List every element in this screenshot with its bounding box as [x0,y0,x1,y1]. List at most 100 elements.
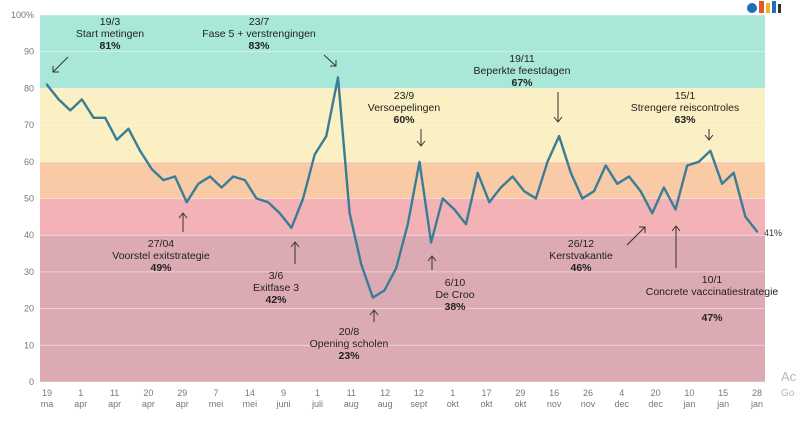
annotation-date: 19/3 [100,16,121,28]
annotation-arrow [52,56,69,73]
x-tick-day: 26 [583,388,593,398]
annotation-reiscontroles: 15/1 Strengere reiscontroles 63% [631,90,739,141]
y-tick-label: 0 [29,377,34,387]
y-tick-label: 100% [11,10,34,20]
data-point [453,208,456,211]
x-tick-day: 29 [515,388,525,398]
annotation-text: Opening scholen [310,338,389,350]
annotation-value: 49% [150,262,172,274]
annotation-date: 26/12 [568,238,594,250]
y-tick-label: 50 [24,194,34,204]
x-tick-month: mei [209,399,224,409]
annotation-de-croo: 6/10 De Croo 38% [427,255,475,313]
annotation-value: 46% [570,262,592,274]
annotation-value: 67% [511,77,533,89]
x-tick-day: 1 [78,388,83,398]
data-point [348,212,351,215]
data-point [430,241,432,244]
y-tick-label: 60 [24,157,34,167]
x-tick-month: okt [514,399,527,409]
data-point [395,267,398,270]
annotation-value: 63% [674,114,696,126]
data-point [674,208,677,211]
x-tick-day: 20 [651,388,661,398]
x-tick-month: dec [615,399,630,409]
data-point [197,182,200,185]
y-tick-label: 70 [24,120,34,130]
x-tick-day: 11 [347,388,356,398]
x-tick-day: 11 [110,388,119,398]
data-point [418,160,421,163]
data-point [115,138,118,141]
x-tick-day: 1 [450,388,455,398]
x-tick-month: apr [74,399,87,409]
data-point [406,223,409,226]
annotation-opening-scholen: 20/8 Opening scholen 23% [310,309,389,362]
annotation-date: 23/9 [394,90,415,102]
data-point [604,164,607,167]
watermark-line2: Go [781,388,795,399]
data-point [243,179,246,182]
annotation-value: 81% [99,40,121,52]
data-point [721,182,723,185]
annotation-date: 10/1 [702,274,723,286]
brand-logo [747,1,781,13]
annotation-value: 38% [444,301,466,313]
x-tick-month: ma [41,399,54,409]
annotation-date: 27/04 [148,238,174,250]
x-tick-month: apr [108,399,121,409]
x-tick-day: 19 [42,388,52,398]
data-point [465,223,467,226]
data-point [313,153,316,156]
annotation-value: 60% [393,114,415,126]
annotation-start-metingen: 19/3 Start metingen 81% [52,16,144,73]
annotation-feestdagen: 19/11 Beperkte feestdagen 67% [474,53,571,123]
x-tick-day: 29 [177,388,187,398]
x-tick-month: dec [648,399,663,409]
data-point [150,168,153,171]
x-tick-month: jan [750,399,763,409]
data-point [534,197,537,200]
data-point [651,212,654,215]
x-tick-day: 28 [752,388,762,398]
annotation-fase5: 23/7 Fase 5 + verstrengingen 83% [202,16,337,67]
data-point [220,186,223,189]
data-point [546,160,549,163]
x-tick-month: nov [547,399,562,409]
x-tick-day: 10 [684,388,694,398]
data-point [488,201,491,204]
annotation-text: Voorstel exitstrategie [112,250,210,262]
x-tick-day: 9 [281,388,286,398]
annotation-date: 3/6 [269,270,284,282]
data-point [337,76,339,79]
data-point [209,175,211,178]
x-tick-day: 16 [549,388,559,398]
annotation-value: 47% [701,312,723,324]
data-point [372,296,374,299]
data-point [686,164,689,167]
data-point [523,190,526,193]
annotation-vaccinatiestrategie: 10/1 Concrete vaccinatiestrategie 47% [646,225,778,324]
x-tick-day: 17 [482,388,492,398]
series-line [45,76,759,299]
x-tick-month: jan [682,399,695,409]
x-tick-day: 1 [315,388,320,398]
y-tick-label: 80 [24,83,34,93]
data-point [69,109,72,112]
data-point [732,171,735,174]
x-tick-day: 12 [414,388,424,398]
y-tick-label: 20 [24,304,34,314]
annotation-date: 20/8 [339,326,360,338]
annotation-text: Beperkte feestdagen [474,65,571,77]
annotation-date: 19/11 [509,53,535,65]
x-tick-month: nov [581,399,596,409]
data-point [639,190,642,193]
x-tick-day: 12 [380,388,390,398]
data-point [558,135,561,138]
data-point [46,83,48,86]
annotation-value: 42% [265,294,287,306]
data-point [185,201,188,204]
x-tick-month: juli [311,399,323,409]
data-point [756,230,758,233]
y-tick-label: 10 [24,340,34,350]
